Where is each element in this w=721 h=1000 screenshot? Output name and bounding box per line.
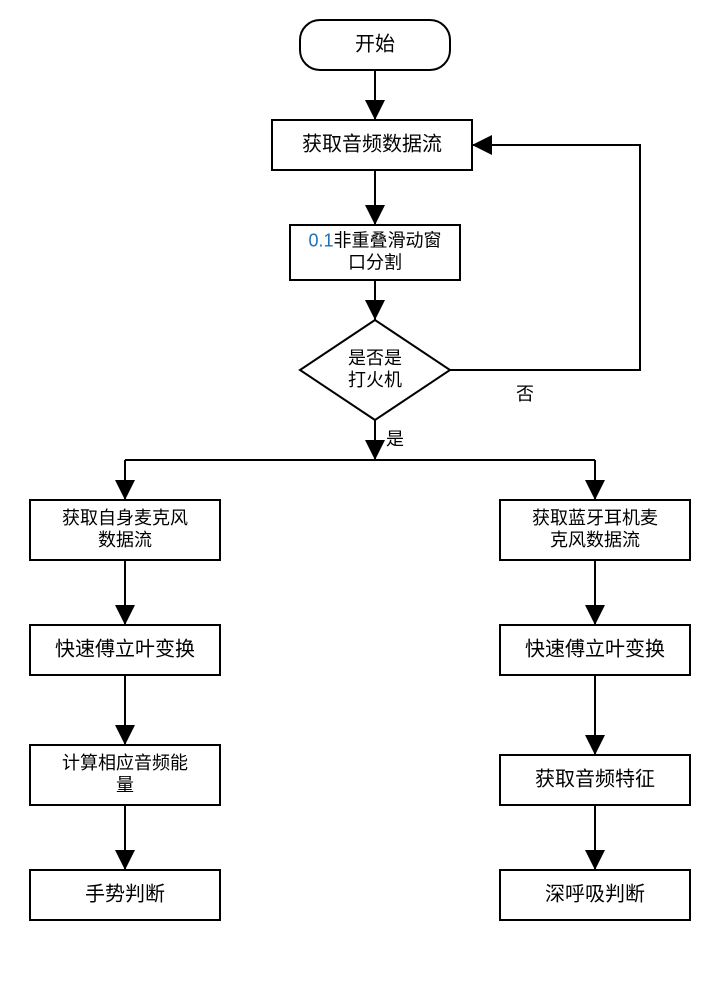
edge-label-3: 是 bbox=[386, 429, 404, 449]
node-right_breath-text-0: 深呼吸判断 bbox=[545, 882, 645, 905]
node-start-text-0: 开始 bbox=[355, 32, 395, 55]
node-left_mic-text-0: 获取自身麦克风 bbox=[62, 508, 188, 528]
node-right_fft-text-0: 快速傅立叶变换 bbox=[525, 637, 665, 660]
node-decision-text-0: 是否是 bbox=[348, 348, 402, 368]
node-window-text-1: 口分割 bbox=[348, 252, 402, 272]
node-left_energy-text-0: 计算相应音频能 bbox=[62, 753, 188, 773]
node-decision-text-1: 打火机 bbox=[348, 370, 402, 390]
node-left_fft-text-0: 快速傅立叶变换 bbox=[55, 637, 195, 660]
flowchart-canvas: 开始获取音频数据流 0.1非重叠滑动窗口分割是否是打火机获取自身麦克风数据流快速傅… bbox=[0, 0, 721, 1000]
node-left_gesture-text-0: 手势判断 bbox=[85, 882, 165, 905]
node-get_audio-text-0: 获取音频数据流 bbox=[302, 132, 442, 155]
node-left_mic-text-1: 数据流 bbox=[98, 530, 152, 550]
node-window-text-0: 0.1非重叠滑动窗 bbox=[308, 230, 441, 250]
edge-7 bbox=[450, 145, 640, 370]
node-right_mic-text-0: 获取蓝牙耳机麦 bbox=[532, 508, 658, 528]
node-right_feat-text-0: 获取音频特征 bbox=[535, 767, 655, 790]
edge-label-7: 否 bbox=[516, 384, 534, 404]
node-right_mic-text-1: 克风数据流 bbox=[550, 530, 640, 550]
node-left_energy-text-1: 量 bbox=[116, 775, 134, 795]
